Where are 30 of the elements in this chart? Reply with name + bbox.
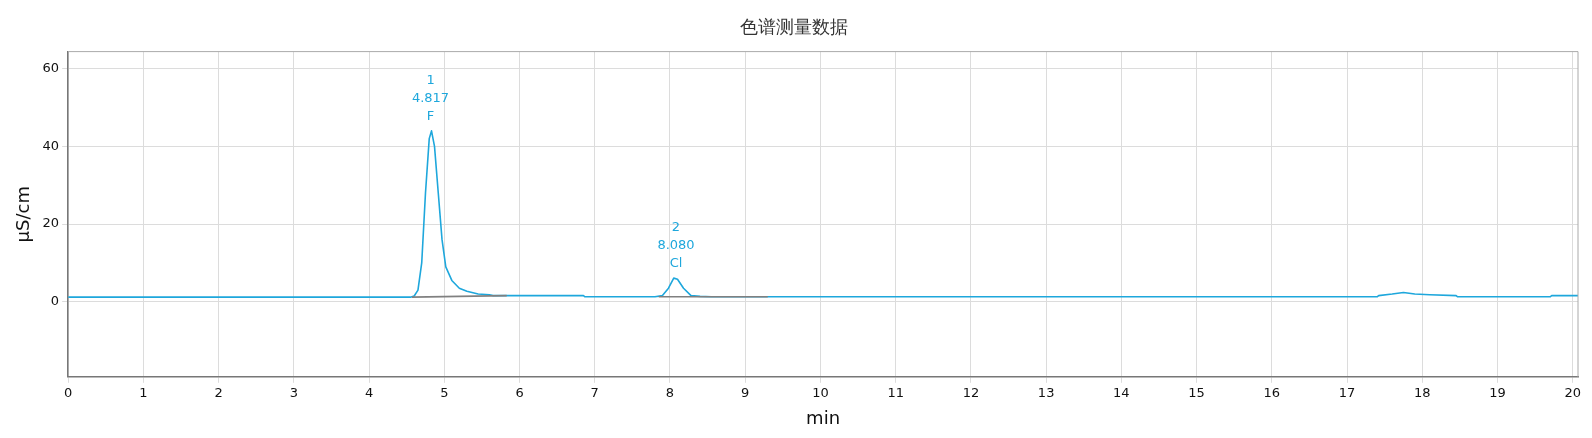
- x-tick-label: 17: [1338, 384, 1356, 400]
- y-tick-label: 60: [42, 60, 60, 76]
- x-tick-label: 8: [665, 384, 675, 400]
- x-tick-label: 12: [962, 384, 980, 400]
- x-tick-label: 19: [1489, 384, 1506, 400]
- x-tick-label: 9: [741, 384, 750, 400]
- x-tick-label: 0: [64, 384, 73, 400]
- y-axis-title: µS/cm: [12, 186, 34, 243]
- x-tick-label: 16: [1263, 384, 1281, 400]
- y-tick-label: 20: [42, 215, 60, 231]
- x-tick-label: 10: [812, 384, 829, 400]
- x-axis-title: min: [806, 406, 841, 428]
- x-tick-label: 6: [515, 384, 524, 400]
- x-tick-label: 11: [887, 384, 904, 400]
- x-tick-label: 14: [1113, 384, 1130, 400]
- x-tick-label: 4: [364, 384, 374, 400]
- x-tick-label: 13: [1037, 384, 1055, 400]
- x-tick-label: 20: [1564, 384, 1582, 400]
- x-tick-label: 1: [139, 384, 148, 400]
- x-tick-label: 7: [590, 384, 599, 400]
- x-tick-label: 5: [440, 384, 449, 400]
- x-tick-label: 2: [214, 384, 223, 400]
- x-tick-label: 18: [1414, 384, 1431, 400]
- annotation: 1 4.817 F: [411, 71, 450, 123]
- x-tick-label: 15: [1188, 384, 1205, 400]
- annotation: 2 8.080 Cl: [657, 218, 695, 270]
- x-tick-label: 3: [289, 384, 298, 400]
- y-tick-label: 0: [50, 293, 60, 309]
- y-tick-label: 40: [42, 137, 60, 153]
- chart-title: 色谱测量数据: [740, 16, 848, 38]
